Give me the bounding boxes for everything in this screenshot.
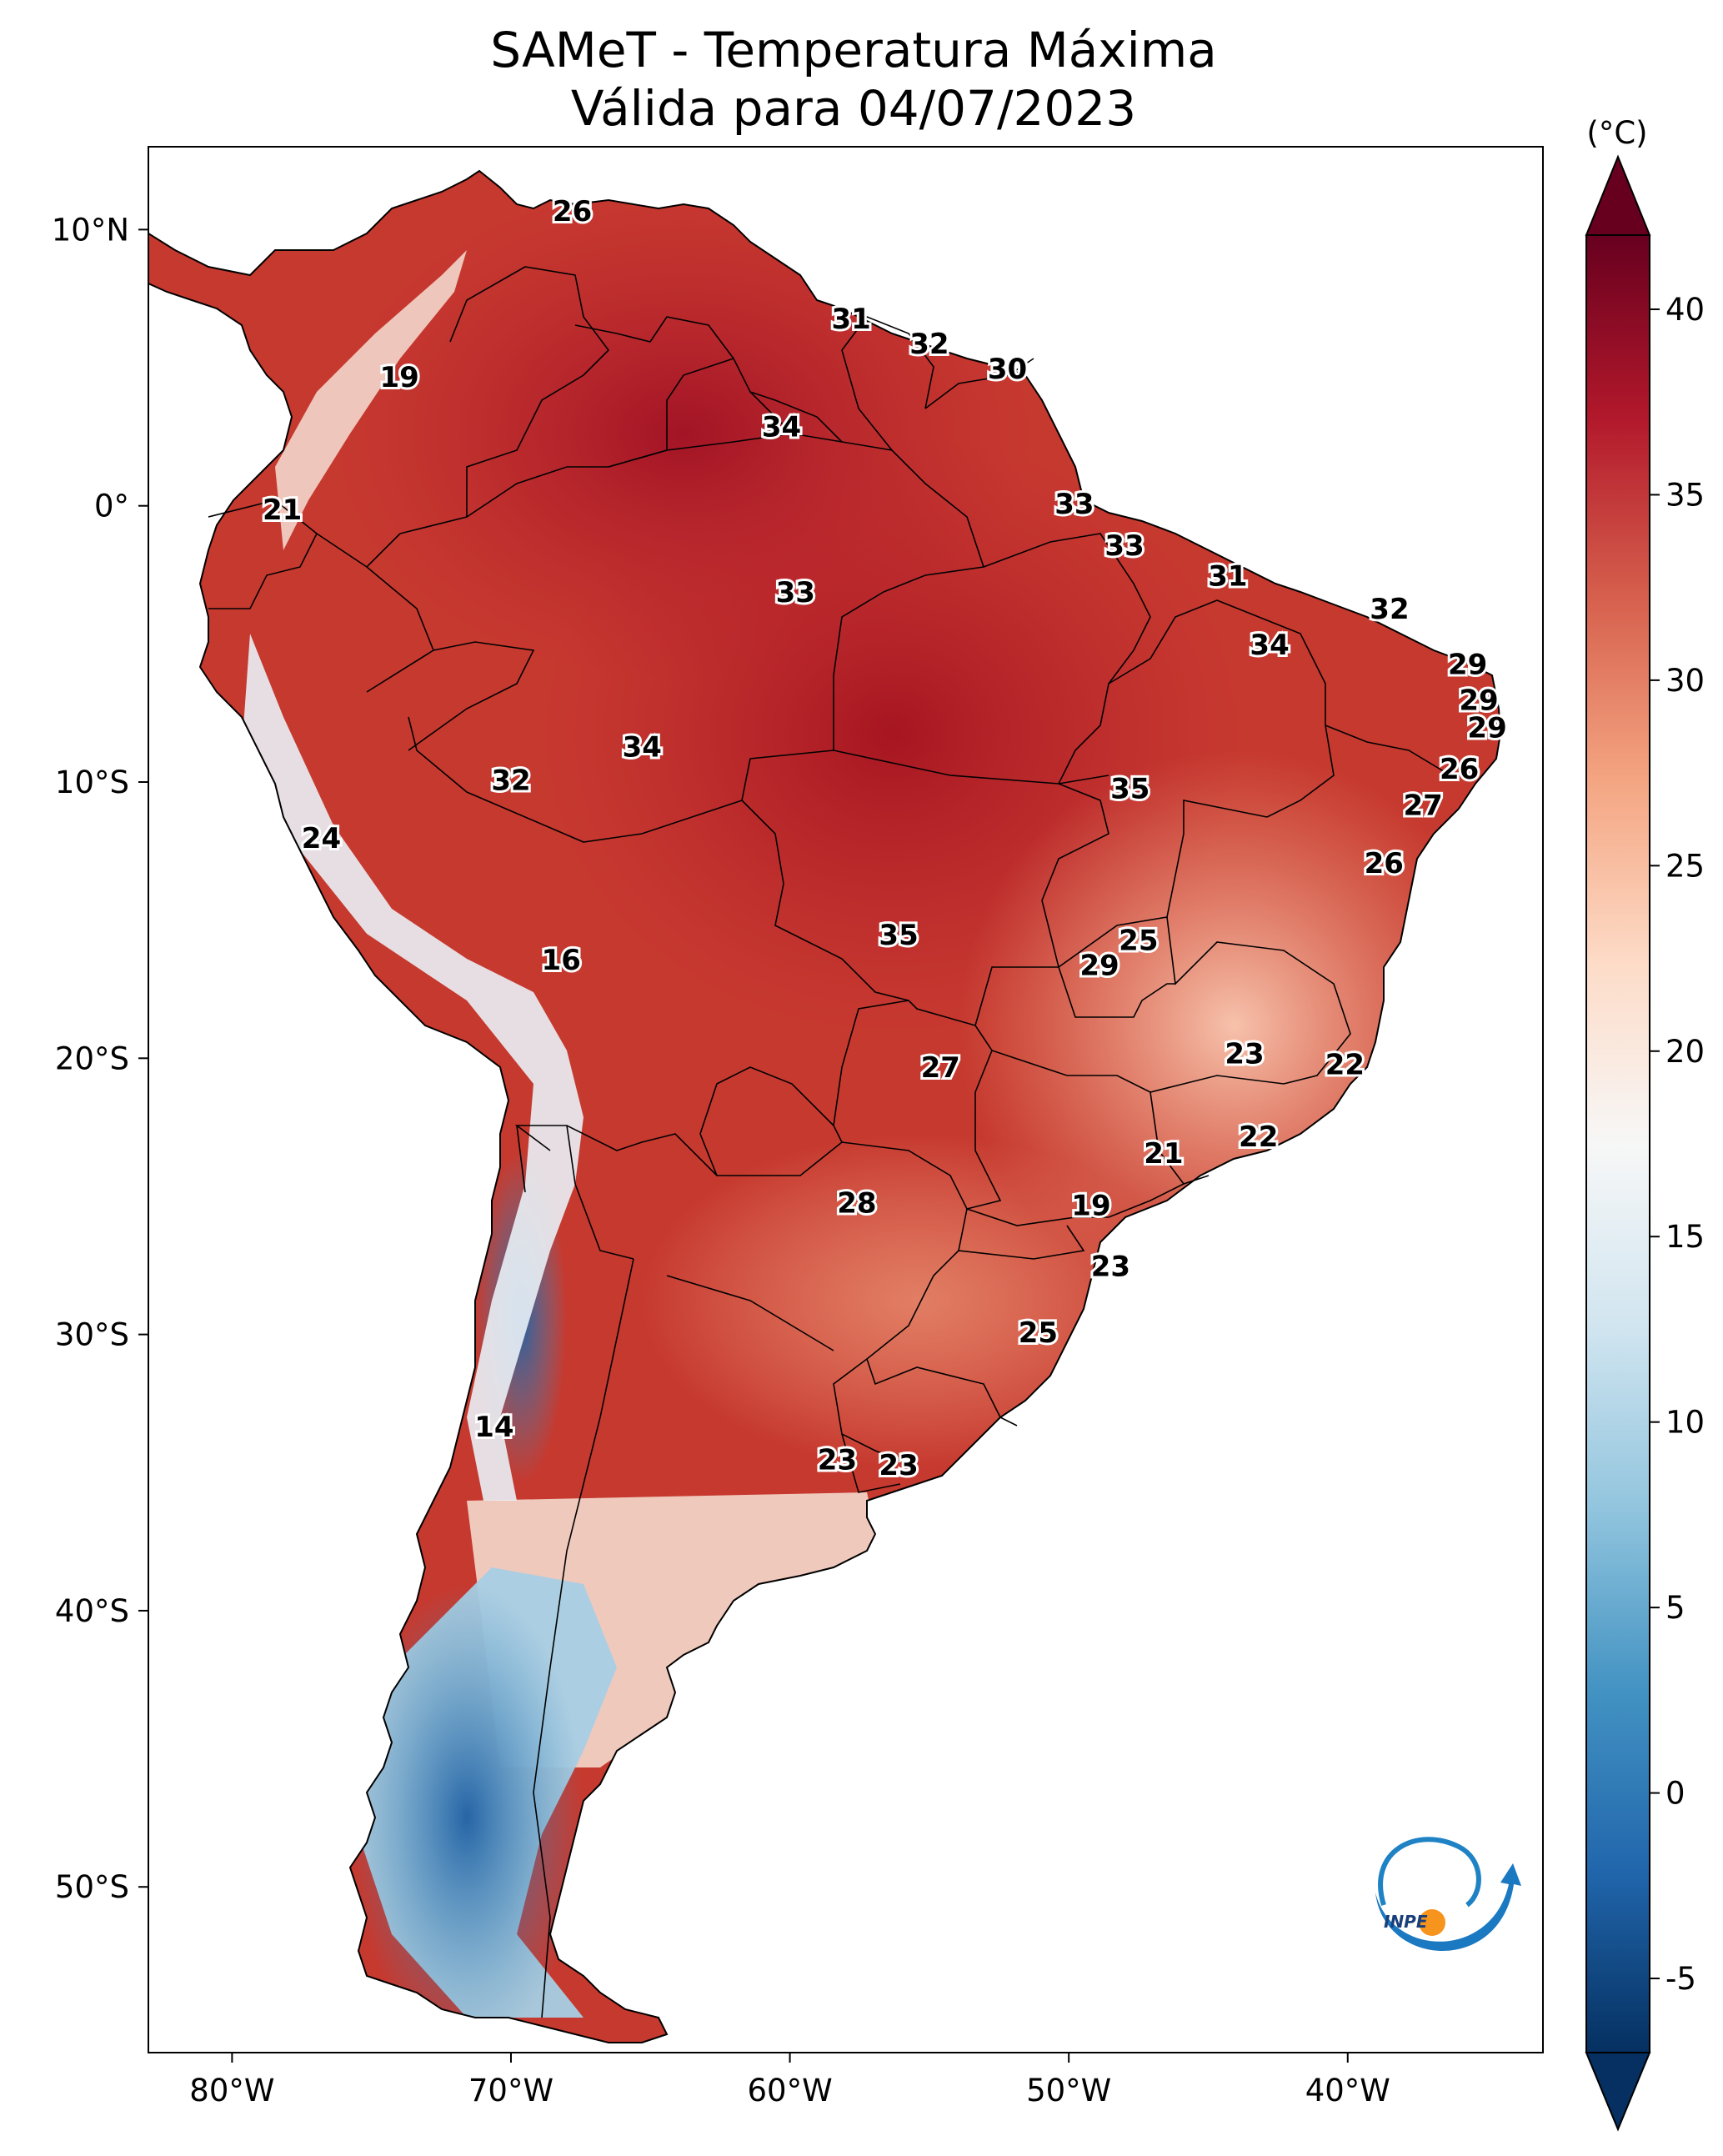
longitude-ticks: 80°W 70°W 60°W 50°W 40°W [189, 2053, 1390, 2108]
cool-andes-peru [242, 634, 584, 1501]
colorbar-bottom-arrow [1585, 2052, 1651, 2132]
station-value-label: 21 [1144, 1137, 1183, 1171]
colorbar-tick-label: 30 [1665, 663, 1705, 699]
colorbar-ticks: -5 0 5 10 15 20 25 30 35 40 [1650, 292, 1705, 1997]
map-frame [148, 146, 1544, 2053]
station-value-label: 31 [832, 303, 871, 336]
station-value-label: 28 [837, 1186, 876, 1220]
lon-tick-label: 40°W [1305, 2073, 1390, 2108]
station-value-label: 35 [879, 919, 918, 952]
station-value-label: 33 [1054, 488, 1094, 521]
coastline [148, 169, 1502, 2043]
map-title: SAMeT - Temperatura Máxima [490, 22, 1217, 78]
station-value-label: 19 [1071, 1190, 1110, 1223]
inpe-arc-icon [1378, 1837, 1481, 1908]
station-value-label: 23 [1225, 1037, 1264, 1070]
station-value-label: 32 [909, 328, 949, 361]
station-value-label: 14 [474, 1411, 513, 1444]
colorbar-tick-label: 20 [1665, 1034, 1705, 1070]
station-value-label: 26 [1440, 753, 1479, 786]
inpe-dot-icon [1419, 1909, 1445, 1936]
colorbar-tick-label: 35 [1665, 477, 1705, 513]
colorbar-tick-label: 5 [1665, 1590, 1685, 1626]
colorbar-tick-label: 40 [1665, 292, 1705, 328]
station-value-label: 31 [1208, 559, 1247, 593]
cool-andes-colombia [275, 250, 467, 550]
station-value-label: 29 [1467, 712, 1506, 745]
station-value-label: 23 [879, 1449, 918, 1482]
station-value-label: 32 [1370, 593, 1409, 626]
colorbar-top-arrow [1585, 154, 1651, 236]
station-value-label: 27 [921, 1051, 960, 1085]
station-value-label: 30 [988, 353, 1027, 386]
station-value-label: 32 [491, 765, 530, 798]
lat-tick-label: 20°S [55, 1040, 129, 1076]
mild-south [642, 1134, 1192, 1467]
latitude-ticks: 10°N 0° 10°S 20°S 30°S 40°S 50°S [52, 212, 148, 1905]
lat-tick-label: 50°S [55, 1869, 129, 1905]
map-subtitle: Válida para 04/07/2023 [571, 80, 1136, 137]
station-value-label: 34 [1250, 629, 1289, 662]
station-value-label: 16 [542, 944, 581, 977]
station-value-label: 26 [553, 195, 592, 228]
lat-tick-label: 30°S [55, 1317, 129, 1353]
temperature-field [148, 171, 1500, 2043]
colorbar-tick-label: 10 [1665, 1405, 1705, 1441]
station-value-label: 23 [818, 1444, 857, 1477]
colorbar-unit-label: (°C) [1586, 115, 1647, 151]
inpe-logo-text: INPE [1384, 1912, 1428, 1932]
station-value-label: 35 [1110, 772, 1150, 805]
colorbar-gradient [1585, 234, 1650, 2053]
station-value-label: 25 [1019, 1316, 1058, 1350]
station-value-label: 33 [1104, 529, 1144, 563]
station-value-label: 29 [1459, 684, 1498, 717]
state-borders [208, 266, 1451, 2018]
inpe-swoosh-icon [1375, 1863, 1521, 1951]
colorbar: (°C) -5 0 5 10 15 20 25 30 35 40 [1585, 115, 1705, 2132]
lat-tick-label: 40°S [55, 1593, 129, 1629]
station-value-label: 27 [1403, 789, 1442, 822]
colorbar-tick-label: -5 [1665, 1961, 1696, 1997]
station-value-label: 29 [1448, 648, 1487, 681]
lat-tick-label: 0° [94, 489, 129, 524]
lat-tick-label: 10°S [55, 765, 129, 800]
station-value-label: 34 [623, 731, 662, 765]
station-value-label: 21 [263, 494, 302, 527]
lon-tick-label: 60°W [747, 2073, 832, 2108]
station-value-label: 26 [1365, 847, 1404, 880]
station-value-label: 24 [302, 822, 341, 855]
station-value-label: 33 [776, 576, 815, 609]
lon-tick-label: 80°W [189, 2073, 274, 2108]
colorbar-tick-label: 0 [1665, 1776, 1685, 1812]
station-value-label: 22 [1325, 1049, 1365, 1082]
station-value-label: 25 [1119, 925, 1158, 958]
lat-tick-label: 10°N [52, 212, 129, 248]
colorbar-tick-label: 15 [1665, 1219, 1705, 1255]
cold-andes-south [350, 1584, 584, 2043]
lon-tick-label: 50°W [1026, 2073, 1111, 2108]
station-value-label: 29 [1079, 949, 1119, 982]
station-value-label: 22 [1239, 1121, 1278, 1154]
lon-tick-label: 70°W [468, 2073, 553, 2108]
station-value-label: 19 [379, 361, 418, 394]
station-value-label: 34 [762, 410, 801, 444]
colorbar-tick-label: 25 [1665, 848, 1705, 884]
station-value-label: 23 [1091, 1251, 1130, 1284]
inpe-logo: INPE [1375, 1837, 1521, 1951]
